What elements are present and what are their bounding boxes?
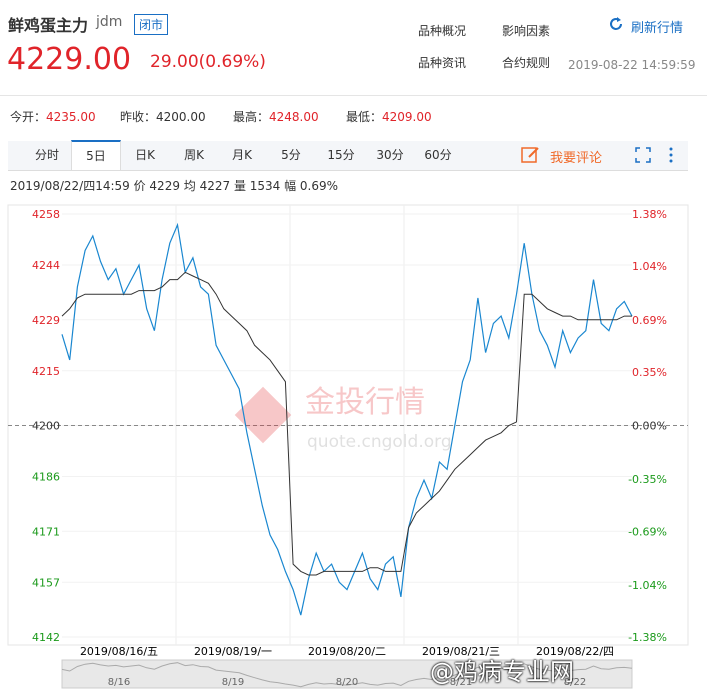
- x-tick-label: 2019/08/22/四: [536, 645, 614, 658]
- stat-value: 4200.00: [156, 110, 206, 124]
- status: 闭市: [134, 14, 169, 35]
- series-line: [61, 222, 633, 616]
- tab[interactable]: 日K: [135, 148, 155, 162]
- watermark-brand: 金投行情: [305, 385, 425, 420]
- y-tick-label: 4157: [32, 576, 60, 589]
- y2-tick-label: 0.69%: [632, 314, 667, 327]
- price: 4229.00: [7, 42, 132, 77]
- comment[interactable]: 我要评论: [550, 151, 603, 166]
- stat-label: 今开：: [10, 110, 47, 124]
- stat: 最低：4209.00: [346, 108, 432, 125]
- overlay-watermark: @鸡病专业网: [430, 658, 574, 686]
- navigator-label: 8/21: [450, 677, 472, 688]
- navigator-label: 8/19: [222, 677, 244, 688]
- tab-bar: [8, 141, 688, 171]
- stat-label: 昨收：: [120, 110, 157, 124]
- navigator-label: 8/20: [336, 677, 358, 688]
- watermark: 金投行情 quote.cngold.org: [234, 385, 452, 452]
- y2-tick-label: -0.69%: [628, 525, 667, 538]
- tab[interactable]: 15分: [327, 148, 355, 162]
- tab[interactable]: 分时: [34, 148, 59, 162]
- info-line: 2019/08/22/四14:59 价 4229 均 4227 量 1534 幅…: [10, 179, 339, 193]
- watermark-url: quote.cngold.org: [307, 432, 452, 452]
- stat-label: 最低：: [346, 110, 383, 124]
- navigator-label: 8/22: [564, 677, 586, 688]
- code: jdm: [96, 14, 123, 30]
- timestamp: 2019-08-22 14:59:59: [568, 58, 696, 72]
- y2-tick-label: -1.38%: [628, 631, 667, 644]
- navigator-label: 8/16: [108, 677, 130, 688]
- stat: 今开：4235.00: [10, 108, 96, 125]
- series-line: [61, 271, 632, 576]
- stat: 最高：4248.00: [233, 108, 319, 125]
- stat-value: 4209.00: [382, 110, 432, 124]
- y2-tick-label: 1.38%: [632, 208, 667, 221]
- link[interactable]: 品种资讯: [418, 56, 467, 70]
- stat-value: 4248.00: [269, 110, 319, 124]
- stat-label: 最高：: [233, 110, 270, 124]
- y2-tick-label: -1.04%: [628, 579, 667, 592]
- y-tick-label: 4258: [32, 208, 60, 221]
- y2-tick-label: -0.35%: [628, 473, 667, 486]
- y2-tick-label: 0.35%: [632, 366, 667, 379]
- stat-value: 4235.00: [46, 110, 96, 124]
- tab[interactable]: 5日: [71, 140, 121, 170]
- link[interactable]: 合约规则: [502, 56, 551, 70]
- link[interactable]: 品种概况: [418, 24, 467, 38]
- link[interactable]: 影响因素: [502, 24, 551, 38]
- name: 鲜鸡蛋主力: [8, 16, 89, 35]
- x-tick-label: 2019/08/21/三: [422, 645, 500, 658]
- refresh-icon[interactable]: [608, 16, 624, 32]
- tab[interactable]: 5分: [281, 148, 301, 162]
- x-tick-label: 2019/08/16/五: [80, 645, 158, 658]
- y-tick-label: 4200: [32, 420, 60, 433]
- tab[interactable]: 周K: [184, 148, 204, 162]
- change: 29.00(0.69%): [150, 52, 266, 72]
- navigator: [61, 659, 633, 689]
- y-tick-label: 4171: [32, 525, 60, 538]
- toolbar-icons[interactable]: [635, 147, 679, 165]
- tab[interactable]: 60分: [424, 148, 452, 162]
- y-tick-label: 4142: [32, 631, 60, 644]
- comment-icon[interactable]: [521, 146, 541, 164]
- refresh[interactable]: 刷新行情: [631, 21, 684, 36]
- tab[interactable]: 月K: [232, 148, 252, 162]
- y-tick-label: 4215: [32, 365, 60, 378]
- divider: [0, 95, 707, 96]
- x-tick-label: 2019/08/20/二: [308, 645, 386, 658]
- y2-tick-label: 1.04%: [632, 260, 667, 273]
- y-tick-label: 4244: [32, 259, 60, 272]
- navigator-line: [61, 662, 633, 688]
- x-tick-label: 2019/08/19/一: [194, 645, 272, 658]
- y-tick-label: 4186: [32, 471, 60, 484]
- y-tick-label: 4229: [32, 314, 60, 327]
- tab[interactable]: 30分: [376, 148, 404, 162]
- stat: 昨收：4200.00: [120, 108, 206, 125]
- y2-tick-label: 0.00%: [632, 420, 667, 433]
